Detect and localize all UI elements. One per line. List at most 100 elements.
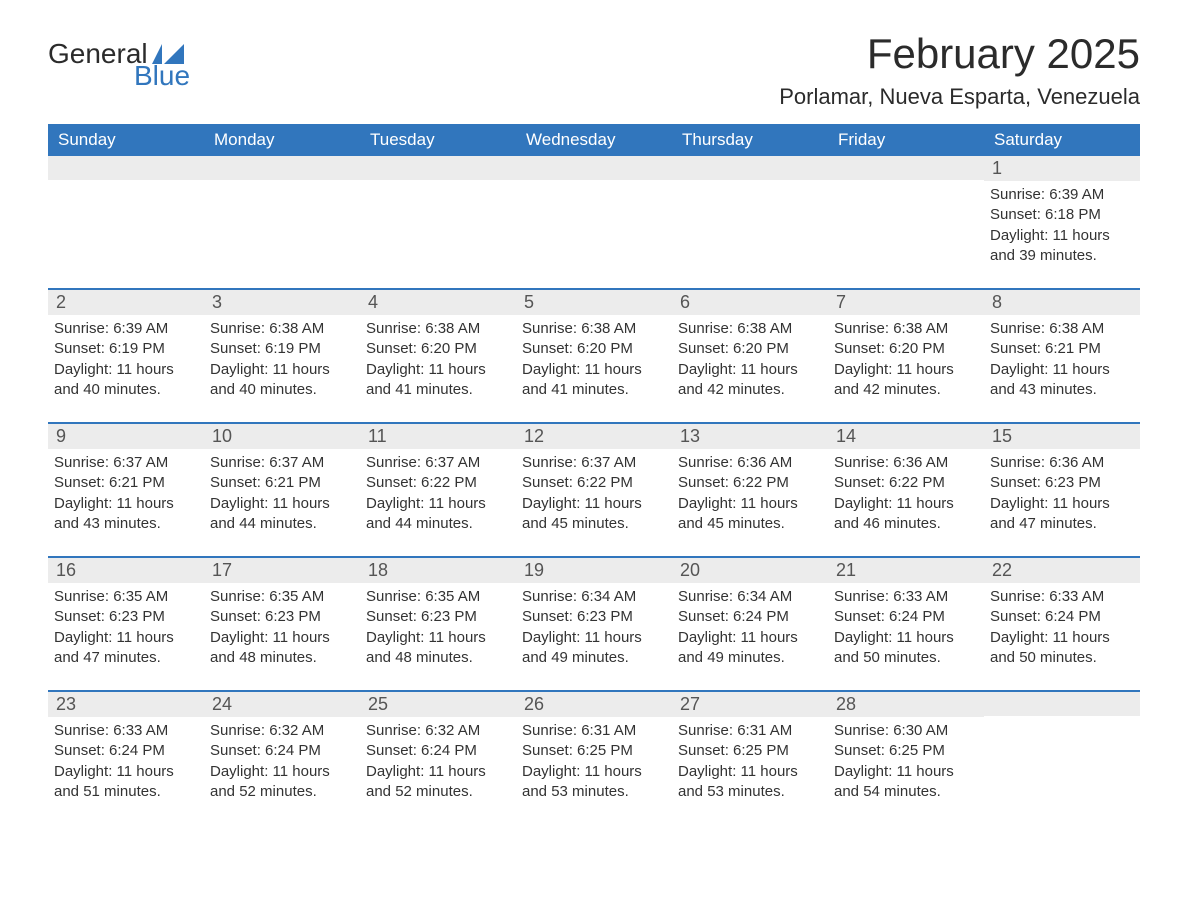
daylight-hours: 11 hours — [585, 629, 642, 646]
day-details — [984, 716, 1140, 720]
day-number — [204, 156, 360, 180]
day-details: Sunrise: 6:37 AMSunset: 6:21 PMDaylight:… — [204, 449, 360, 534]
day-number: 10 — [204, 424, 360, 449]
day-details: Sunrise: 6:38 AMSunset: 6:20 PMDaylight:… — [672, 315, 828, 400]
sunset-line: Sunset: 6:24 PM — [366, 741, 506, 761]
sunset-line: Sunset: 6:25 PM — [678, 741, 818, 761]
sunset-value: 6:20 PM — [577, 340, 633, 357]
sunrise-line: Sunrise: 6:34 AM — [678, 587, 818, 607]
daylight-line: Daylight: 11 hours and 48 minutes. — [366, 628, 506, 669]
daylight-minutes: 53 minutes — [551, 783, 624, 800]
sunset-line: Sunset: 6:24 PM — [678, 607, 818, 627]
day-number: 20 — [672, 558, 828, 583]
daylight-line: Daylight: 11 hours and 45 minutes. — [678, 494, 818, 535]
calendar-day-cell: 11Sunrise: 6:37 AMSunset: 6:22 PMDayligh… — [360, 424, 516, 556]
sunset-line: Sunset: 6:23 PM — [366, 607, 506, 627]
day-details: Sunrise: 6:35 AMSunset: 6:23 PMDaylight:… — [48, 583, 204, 668]
sunrise-value: 6:38 AM — [425, 320, 480, 337]
daylight-line: Daylight: 11 hours and 42 minutes. — [834, 360, 974, 401]
sunrise-value: 6:35 AM — [425, 588, 480, 605]
daylight-hours: 11 hours — [897, 629, 954, 646]
sunset-value: 6:24 PM — [1045, 608, 1101, 625]
calendar-day-cell: 2Sunrise: 6:39 AMSunset: 6:19 PMDaylight… — [48, 290, 204, 422]
daylight-minutes: 40 minutes — [239, 381, 312, 398]
day-number: 16 — [48, 558, 204, 583]
sunset-line: Sunset: 6:20 PM — [678, 339, 818, 359]
daylight-hours: 11 hours — [273, 361, 330, 378]
daylight-minutes: 52 minutes — [239, 783, 312, 800]
calendar-day-cell: 24Sunrise: 6:32 AMSunset: 6:24 PMDayligh… — [204, 692, 360, 824]
daylight-line: Daylight: 11 hours and 40 minutes. — [54, 360, 194, 401]
day-details — [48, 180, 204, 184]
calendar-day-cell: 13Sunrise: 6:36 AMSunset: 6:22 PMDayligh… — [672, 424, 828, 556]
daylight-minutes: 42 minutes — [863, 381, 936, 398]
calendar-day-cell: 25Sunrise: 6:32 AMSunset: 6:24 PMDayligh… — [360, 692, 516, 824]
sunrise-value: 6:33 AM — [1049, 588, 1104, 605]
day-number: 25 — [360, 692, 516, 717]
calendar-day-cell — [48, 156, 204, 288]
calendar-day-cell: 15Sunrise: 6:36 AMSunset: 6:23 PMDayligh… — [984, 424, 1140, 556]
day-number: 3 — [204, 290, 360, 315]
day-number — [516, 156, 672, 180]
sunrise-line: Sunrise: 6:38 AM — [834, 319, 974, 339]
daylight-minutes: 48 minutes — [239, 649, 312, 666]
daylight-minutes: 45 minutes — [551, 515, 624, 532]
daylight-hours: 11 hours — [585, 361, 642, 378]
sunrise-line: Sunrise: 6:37 AM — [522, 453, 662, 473]
sunset-line: Sunset: 6:23 PM — [522, 607, 662, 627]
day-details: Sunrise: 6:38 AMSunset: 6:20 PMDaylight:… — [360, 315, 516, 400]
calendar-week-row: 9Sunrise: 6:37 AMSunset: 6:21 PMDaylight… — [48, 422, 1140, 556]
calendar-week-row: 1Sunrise: 6:39 AMSunset: 6:18 PMDaylight… — [48, 156, 1140, 288]
sunset-line: Sunset: 6:24 PM — [54, 741, 194, 761]
sunrise-value: 6:33 AM — [893, 588, 948, 605]
daylight-hours: 11 hours — [429, 361, 486, 378]
sunrise-value: 6:31 AM — [581, 722, 636, 739]
calendar-week-row: 2Sunrise: 6:39 AMSunset: 6:19 PMDaylight… — [48, 288, 1140, 422]
sunset-value: 6:22 PM — [577, 474, 633, 491]
day-number: 14 — [828, 424, 984, 449]
daylight-line: Daylight: 11 hours and 41 minutes. — [366, 360, 506, 401]
daylight-hours: 11 hours — [741, 361, 798, 378]
day-details: Sunrise: 6:32 AMSunset: 6:24 PMDaylight:… — [360, 717, 516, 802]
sunrise-value: 6:36 AM — [1049, 454, 1104, 471]
sunrise-line: Sunrise: 6:37 AM — [54, 453, 194, 473]
calendar-day-cell: 22Sunrise: 6:33 AMSunset: 6:24 PMDayligh… — [984, 558, 1140, 690]
sunrise-line: Sunrise: 6:34 AM — [522, 587, 662, 607]
daylight-line: Daylight: 11 hours and 49 minutes. — [678, 628, 818, 669]
day-details: Sunrise: 6:36 AMSunset: 6:23 PMDaylight:… — [984, 449, 1140, 534]
sunrise-value: 6:37 AM — [581, 454, 636, 471]
daylight-hours: 11 hours — [741, 495, 798, 512]
daylight-line: Daylight: 11 hours and 47 minutes. — [54, 628, 194, 669]
sunset-value: 6:23 PM — [265, 608, 321, 625]
calendar-day-cell: 28Sunrise: 6:30 AMSunset: 6:25 PMDayligh… — [828, 692, 984, 824]
daylight-line: Daylight: 11 hours and 47 minutes. — [990, 494, 1130, 535]
sunrise-value: 6:34 AM — [737, 588, 792, 605]
calendar-day-cell: 5Sunrise: 6:38 AMSunset: 6:20 PMDaylight… — [516, 290, 672, 422]
sunset-value: 6:23 PM — [109, 608, 165, 625]
day-number: 1 — [984, 156, 1140, 181]
calendar-day-cell: 6Sunrise: 6:38 AMSunset: 6:20 PMDaylight… — [672, 290, 828, 422]
sunrise-value: 6:34 AM — [581, 588, 636, 605]
day-number: 28 — [828, 692, 984, 717]
sunrise-line: Sunrise: 6:30 AM — [834, 721, 974, 741]
sunset-value: 6:21 PM — [1045, 340, 1101, 357]
sunset-line: Sunset: 6:19 PM — [210, 339, 350, 359]
calendar-day-cell: 19Sunrise: 6:34 AMSunset: 6:23 PMDayligh… — [516, 558, 672, 690]
page-header: General Blue February 2025 Porlamar, Nue… — [48, 30, 1140, 110]
day-number: 7 — [828, 290, 984, 315]
sunrise-line: Sunrise: 6:33 AM — [834, 587, 974, 607]
sunrise-value: 6:35 AM — [113, 588, 168, 605]
daylight-hours: 11 hours — [897, 495, 954, 512]
daylight-minutes: 41 minutes — [395, 381, 468, 398]
daylight-line: Daylight: 11 hours and 54 minutes. — [834, 762, 974, 803]
sunrise-value: 6:31 AM — [737, 722, 792, 739]
calendar-day-cell — [204, 156, 360, 288]
brand-word2: Blue — [134, 62, 190, 90]
calendar-day-cell: 17Sunrise: 6:35 AMSunset: 6:23 PMDayligh… — [204, 558, 360, 690]
day-details — [672, 180, 828, 184]
day-number: 27 — [672, 692, 828, 717]
day-details: Sunrise: 6:30 AMSunset: 6:25 PMDaylight:… — [828, 717, 984, 802]
sunset-line: Sunset: 6:22 PM — [834, 473, 974, 493]
sunset-value: 6:24 PM — [109, 742, 165, 759]
sunrise-value: 6:38 AM — [737, 320, 792, 337]
